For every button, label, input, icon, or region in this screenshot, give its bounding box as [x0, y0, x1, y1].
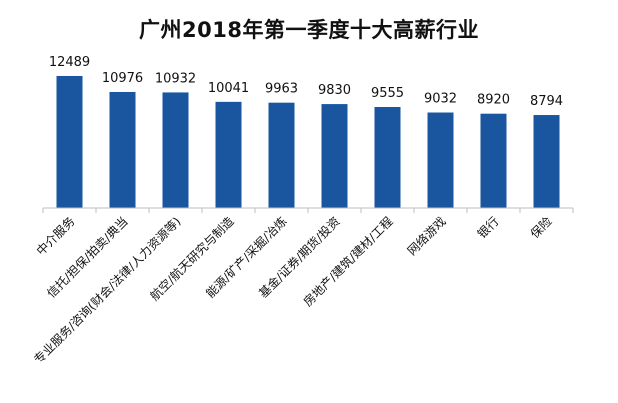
bar-value-label: 9032: [424, 92, 457, 107]
bar: [56, 75, 83, 209]
value-labels: 12489 10976 10932 10041 9963 9830 9555 9032 8920…: [49, 55, 563, 109]
bar: [109, 91, 136, 208]
bar-value-label: 9555: [371, 86, 404, 101]
x-axis-ticks: [42, 208, 574, 213]
bar-value-label: 8794: [530, 94, 563, 109]
bar-value-label: 9963: [265, 82, 298, 97]
chart-title: 广州2018年第一季度十大高薪行业: [139, 18, 479, 42]
bar-value-label: 9830: [318, 83, 351, 98]
bar: [162, 92, 189, 208]
bar-value-label: 10976: [102, 71, 143, 86]
category-label: 房地产/建筑/建材/工程: [300, 214, 396, 310]
bars-layer: [56, 75, 560, 209]
bar: [480, 113, 507, 208]
category-label: 网络游戏: [404, 214, 449, 259]
bar: [533, 115, 560, 208]
bar-value-label: 10932: [155, 71, 196, 86]
category-label: 保险: [527, 214, 555, 242]
bar: [374, 106, 401, 208]
category-labels: 中介服务信托/担保/拍卖/典当专业服务/咨询(财会/法律/人力资源等)航空/航天…: [31, 214, 555, 367]
bar: [215, 101, 242, 208]
bar-value-label: 12489: [49, 55, 90, 70]
bar: [321, 104, 348, 208]
bar-value-label: 10041: [208, 81, 249, 96]
category-label: 银行: [475, 214, 502, 241]
bar-value-label: 8920: [477, 93, 510, 108]
bar: [268, 102, 295, 208]
bar: [427, 112, 454, 208]
category-label: 中介服务: [33, 214, 78, 259]
